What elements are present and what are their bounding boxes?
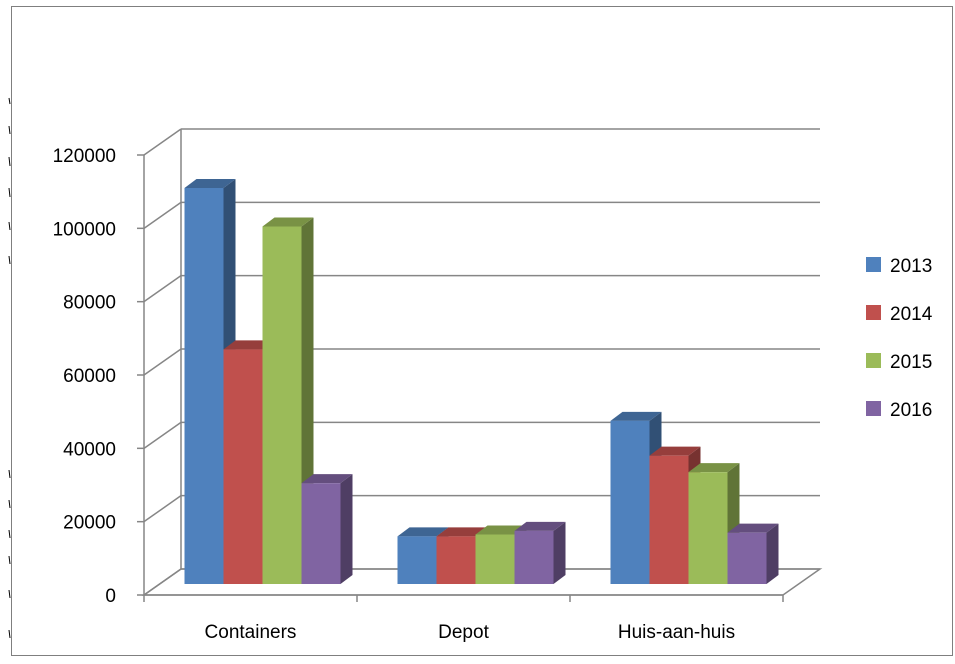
bar-top — [688, 463, 740, 473]
gridline-side — [143, 275, 182, 303]
bar — [649, 455, 689, 584]
bar — [688, 472, 728, 584]
x-tick-label: Huis-aan-huis — [618, 622, 735, 643]
bar — [514, 530, 554, 584]
gridline-side — [143, 128, 182, 156]
y-tick-label: 80000 — [63, 293, 116, 314]
bar-top — [301, 474, 353, 484]
legend-label: 2016 — [890, 400, 932, 421]
y-tick-label: 20000 — [63, 513, 116, 534]
bar — [397, 536, 437, 584]
legend-swatch — [866, 401, 881, 416]
bar-side — [340, 474, 353, 584]
bar-top — [475, 525, 527, 535]
bar-top — [436, 527, 488, 537]
bar-top — [184, 179, 236, 188]
bar-top — [649, 446, 701, 456]
bar-top — [223, 340, 275, 350]
bar — [301, 483, 341, 584]
bar — [610, 420, 650, 584]
bar — [727, 532, 767, 584]
bar-top — [514, 521, 566, 531]
gridline-side — [143, 348, 182, 376]
legend-label: 2015 — [890, 352, 932, 373]
legend-label: 2013 — [890, 256, 932, 277]
bar-top — [610, 411, 662, 421]
legend-label: 2014 — [890, 304, 933, 325]
y-tick-label: 120000 — [53, 146, 116, 167]
bar — [436, 536, 476, 584]
bar-top — [727, 523, 779, 533]
legend-swatch — [866, 353, 881, 368]
left-edge-marks — [8, 97, 11, 639]
gridline-side — [143, 201, 182, 229]
bar — [475, 534, 515, 584]
gridline-side — [143, 421, 182, 449]
legend-swatch — [866, 257, 881, 272]
x-tick-label: Depot — [438, 622, 489, 643]
left-edge-artifact — [0, 0, 11, 659]
y-tick-label: 60000 — [63, 366, 116, 387]
y-tick-label: 0 — [105, 586, 116, 607]
bar-side — [766, 523, 779, 584]
bar — [223, 349, 263, 584]
bar-top — [397, 527, 449, 537]
bar — [184, 188, 224, 584]
legend-swatch — [866, 305, 881, 320]
gridline-side — [143, 495, 182, 523]
y-tick-label: 40000 — [63, 439, 116, 460]
x-tick-label: Containers — [205, 622, 297, 643]
bar-side — [553, 521, 566, 584]
bar-top — [262, 217, 314, 227]
bar — [262, 226, 302, 584]
y-tick-label: 100000 — [53, 219, 116, 240]
